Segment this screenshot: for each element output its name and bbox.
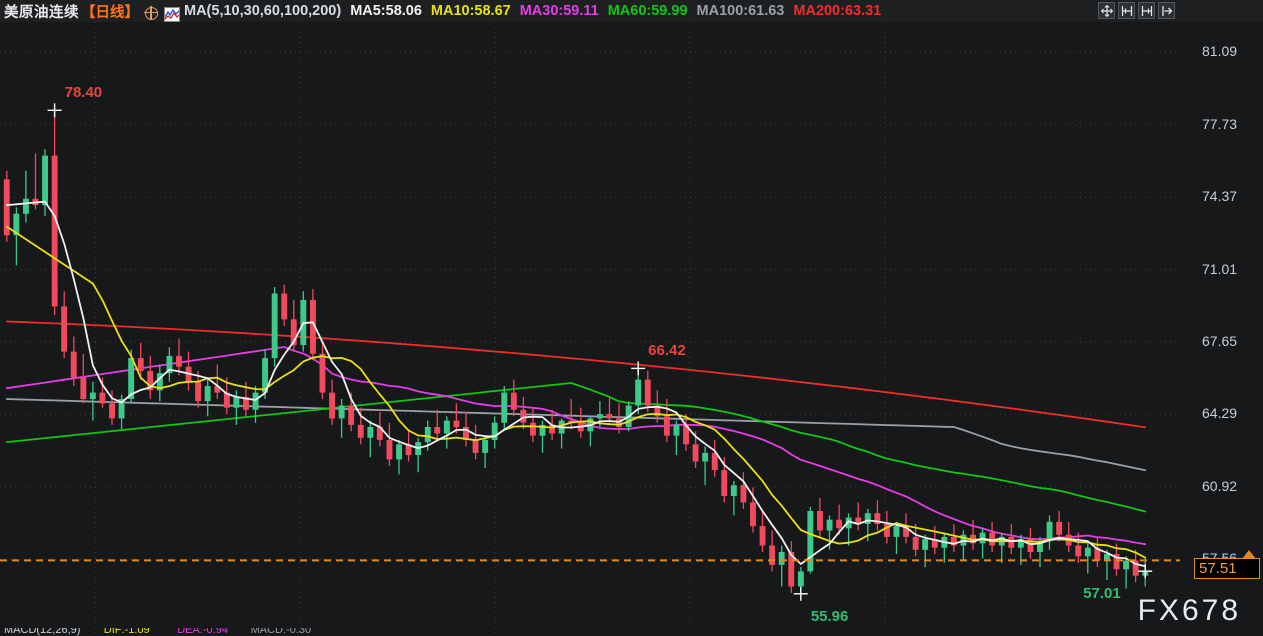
macd-legend-item: DEA:-0.94 bbox=[177, 628, 228, 636]
ma30-value: MA30:59.11 bbox=[519, 3, 599, 19]
zoom-left-edge-icon[interactable] bbox=[1118, 2, 1135, 19]
ma200-value: MA200:63.31 bbox=[793, 3, 882, 19]
macd-legend-item: MACD(12,26,9) bbox=[4, 628, 81, 636]
price-axis[interactable]: 81.0977.7374.3771.0167.6564.2960.9257.56… bbox=[1180, 22, 1263, 636]
mini-chart-icon[interactable] bbox=[164, 6, 180, 22]
chart-toolbar[interactable] bbox=[1098, 2, 1175, 20]
ma60-value: MA60:59.99 bbox=[607, 3, 688, 19]
price-tick: 64.29 bbox=[1202, 405, 1238, 422]
last-price-arrow-icon bbox=[1242, 550, 1256, 560]
macd-pane-strip: MACD(12,26,9) DIF:-1.09 DEA:-0.94 MACD:-0.3… bbox=[0, 628, 1263, 636]
swing-high-label: 66.42 bbox=[648, 342, 686, 360]
price-tick: 67.65 bbox=[1202, 332, 1238, 349]
last-close-label: 57.01 bbox=[1083, 585, 1121, 603]
price-tick: 77.73 bbox=[1202, 115, 1238, 132]
indicator-title: MA(5,10,30,60,100,200) bbox=[184, 3, 342, 19]
high-label: 78.40 bbox=[64, 84, 103, 102]
symbol-name: 美原油连续 bbox=[4, 4, 79, 21]
price-tick: 71.01 bbox=[1202, 260, 1238, 277]
chart-header: 美原油连续 【日线】 MA(5,10,30,60,100,200) MA5:58… bbox=[0, 0, 1263, 22]
last-price-badge: 57.51 bbox=[1194, 558, 1260, 580]
pan-move-icon[interactable] bbox=[1098, 2, 1115, 19]
ma5-value: MA5:58.06 bbox=[350, 3, 422, 19]
symbol-period: 【日线】 bbox=[81, 4, 139, 21]
crosshair-circle-icon[interactable] bbox=[144, 5, 158, 20]
candlestick-svg bbox=[0, 22, 1180, 636]
price-chart-plot[interactable] bbox=[0, 22, 1180, 636]
price-tick: 74.37 bbox=[1202, 188, 1238, 205]
low-label: 55.96 bbox=[810, 607, 849, 625]
watermark: FX678 bbox=[1137, 594, 1241, 627]
ma100-value: MA100:61.63 bbox=[696, 3, 785, 19]
price-tick: 81.09 bbox=[1202, 43, 1238, 60]
macd-legend-item: MACD:-0.30 bbox=[250, 628, 312, 636]
goto-latest-icon[interactable] bbox=[1158, 2, 1175, 19]
macd-legend-item: DIF:-1.09 bbox=[103, 628, 150, 636]
ma10-value: MA10:58.67 bbox=[430, 3, 511, 19]
zoom-range-icon[interactable] bbox=[1138, 2, 1155, 19]
price-tick: 60.92 bbox=[1202, 477, 1238, 494]
